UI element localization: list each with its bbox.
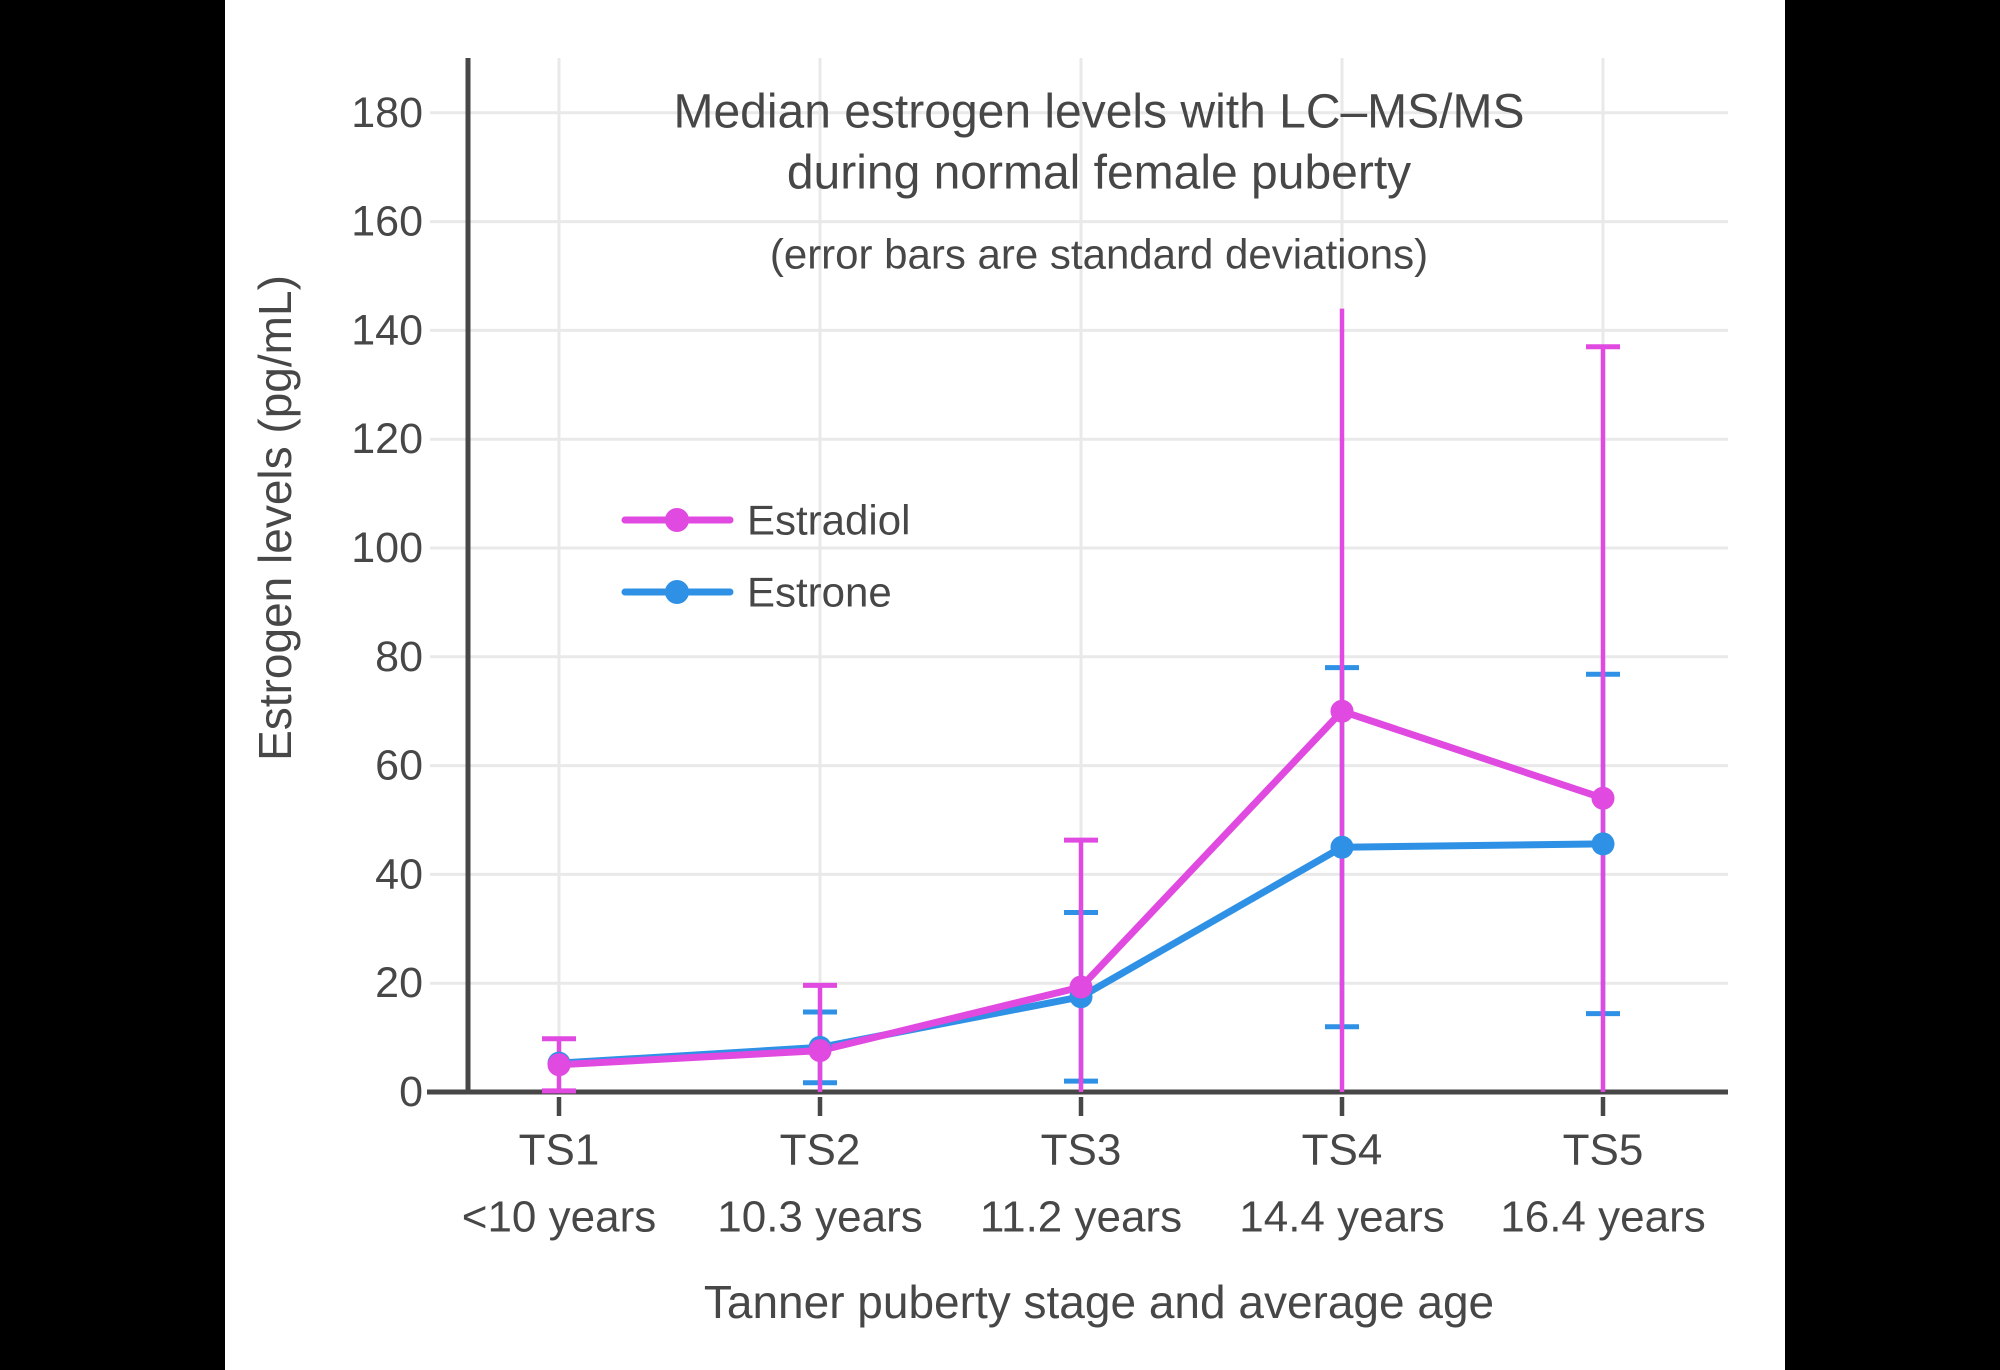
x-tick-age-label: 14.4 years <box>1239 1193 1444 1242</box>
legend-marker-estradiol <box>665 508 689 532</box>
y-tick-label: 180 <box>351 89 423 137</box>
y-tick-label: 20 <box>375 959 423 1007</box>
legend-label-estradiol: Estradiol <box>747 497 910 544</box>
x-tick-age-label: 16.4 years <box>1500 1193 1705 1242</box>
x-tick-age-label: 10.3 years <box>717 1193 922 1242</box>
y-tick-label: 100 <box>351 524 423 572</box>
y-tick-label: 0 <box>399 1068 423 1116</box>
x-tick-label: TS1 <box>519 1126 600 1175</box>
axes <box>427 58 1728 1116</box>
series-marker-estradiol <box>1591 786 1615 810</box>
x-tick-age-label: <10 years <box>462 1193 656 1242</box>
x-tick-label: TS4 <box>1302 1126 1383 1175</box>
x-tick-label: TS3 <box>1041 1126 1122 1175</box>
legend-label-estrone: Estrone <box>747 569 892 616</box>
series-marker-estradiol <box>547 1053 571 1077</box>
x-axis-title: Tanner puberty stage and average age <box>704 1276 1494 1328</box>
y-tick-label: 40 <box>375 850 423 898</box>
chart-title-line2: during normal female puberty <box>787 147 1411 200</box>
x-tick-age-label: 11.2 years <box>980 1193 1182 1242</box>
y-tick-label: 60 <box>375 742 423 790</box>
series-marker-estradiol <box>1069 975 1093 999</box>
y-tick-label: 120 <box>351 415 423 463</box>
series-marker-estradiol <box>1330 699 1354 723</box>
chart-subtitle: (error bars are standard deviations) <box>770 231 1428 278</box>
y-axis-title: Estrogen levels (pg/mL) <box>249 275 301 761</box>
chart-title-line1: Median estrogen levels with LC–MS/MS <box>673 86 1524 139</box>
legend-marker-estrone <box>665 580 689 604</box>
y-tick-label: 140 <box>351 306 423 354</box>
chart-figure: 0 20 40 60 80 100 120 140 160 180 TS1 <10 years TS2 1… <box>225 0 1785 1370</box>
series-marker-estradiol <box>808 1039 832 1063</box>
y-tick-label: 160 <box>351 198 423 246</box>
series-marker-estrone <box>1330 835 1354 859</box>
chart-svg: 0 20 40 60 80 100 120 140 160 180 TS1 <10 years TS2 1… <box>249 58 1728 1328</box>
series-marker-estrone <box>1591 832 1615 856</box>
data-series <box>542 308 1620 1094</box>
x-tick-label: TS2 <box>780 1126 861 1175</box>
tick-labels: 0 20 40 60 80 100 120 140 160 180 TS1 <10 years TS2 1… <box>351 89 1705 1242</box>
y-tick-label: 80 <box>375 633 423 681</box>
legend: Estradiol Estrone <box>621 497 910 616</box>
x-tick-label: TS5 <box>1563 1126 1644 1175</box>
